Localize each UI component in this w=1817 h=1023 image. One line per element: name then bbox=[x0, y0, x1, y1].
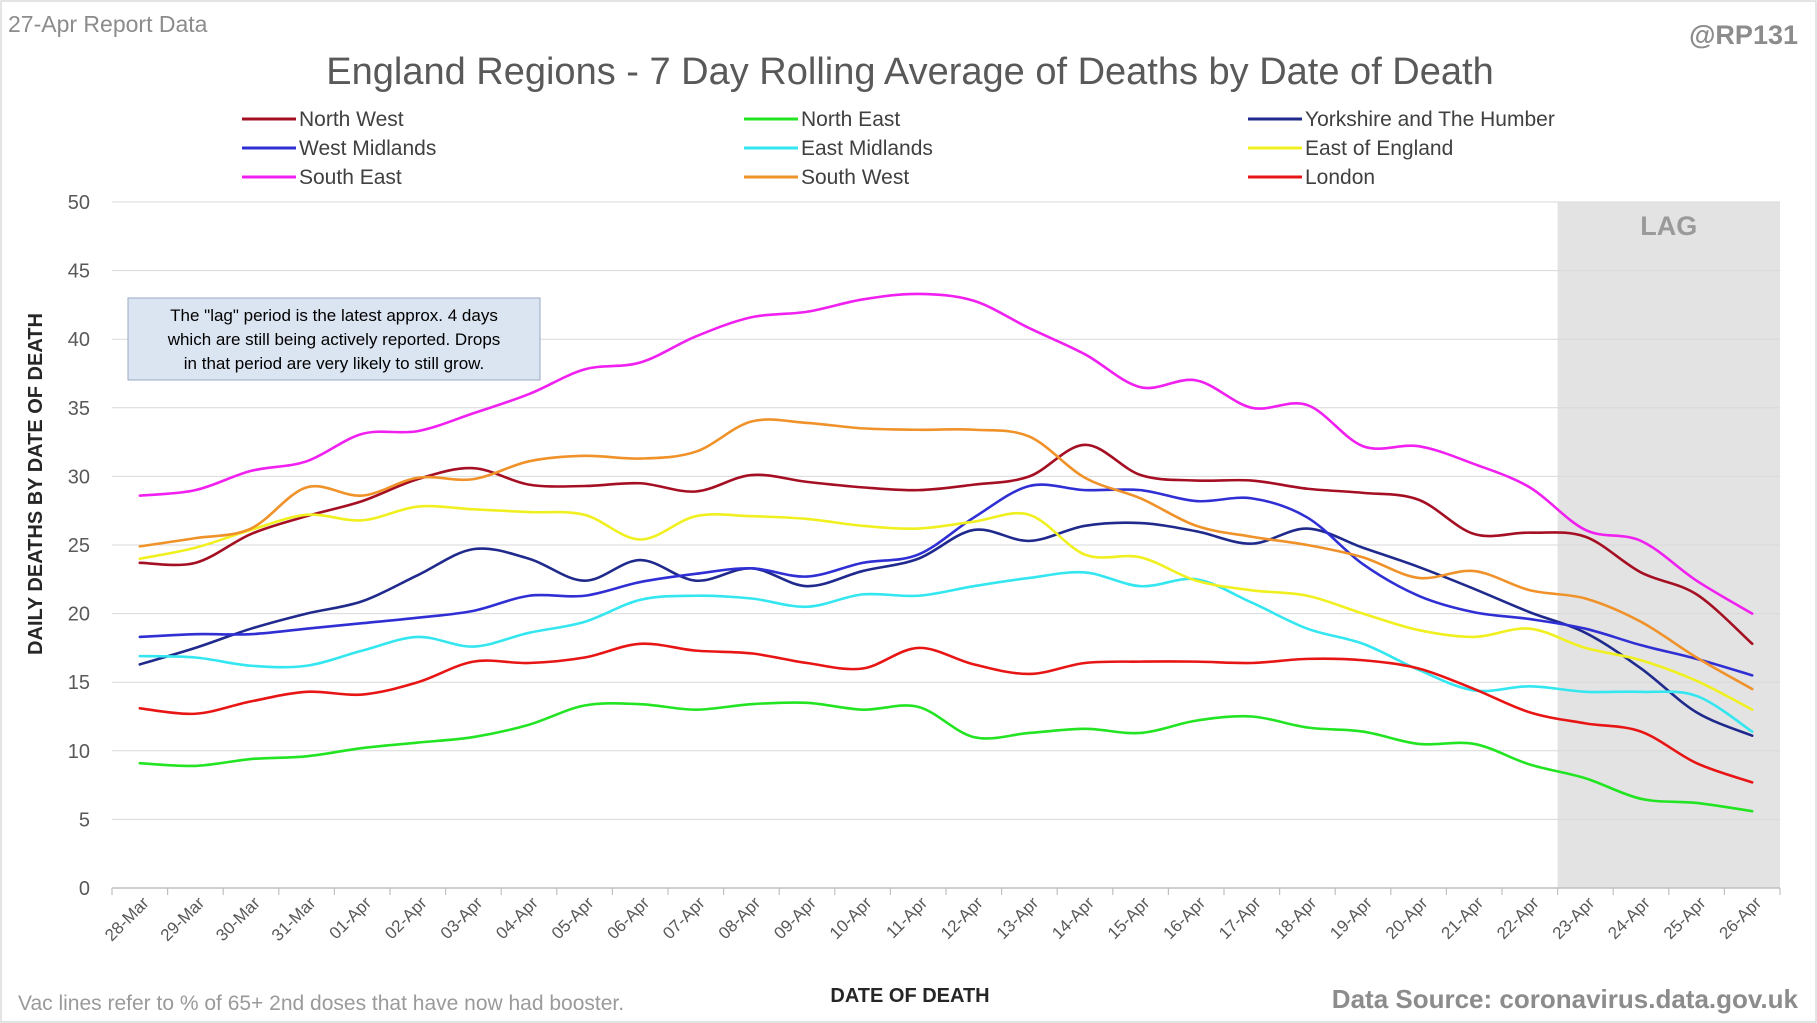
y-tick-label: 40 bbox=[68, 329, 90, 351]
y-tick-label: 0 bbox=[79, 878, 90, 900]
legend: North West North East Yorkshire and The Hu… bbox=[242, 108, 1555, 189]
data-source-label: Data Source: coronavirus.data.gov.uk bbox=[1332, 984, 1799, 1014]
report-date-label: 27-Apr Report Data bbox=[8, 11, 208, 37]
lag-label: LAG bbox=[1640, 211, 1697, 241]
annotation-box bbox=[127, 297, 541, 381]
x-axis-label: DATE OF DEATH bbox=[830, 985, 989, 1007]
series-line-east-midlands bbox=[138, 570, 1754, 733]
series-line-yorkshire-and-the-humber bbox=[138, 521, 1754, 738]
y-tick-label: 10 bbox=[68, 741, 90, 763]
legend-label: North East bbox=[801, 108, 900, 131]
y-tick-label: 25 bbox=[68, 535, 90, 557]
legend-label: East of England bbox=[1305, 137, 1453, 160]
series-line-london bbox=[138, 642, 1754, 784]
author-handle: @RP131 bbox=[1689, 20, 1798, 50]
legend-label: South East bbox=[299, 166, 402, 189]
annotation-line: which are still being actively reported.… bbox=[167, 330, 501, 349]
y-tick-label: 20 bbox=[68, 604, 90, 626]
y-tick-label: 45 bbox=[68, 261, 90, 283]
series-line-north-east bbox=[138, 701, 1754, 813]
annotation-line: The "lag" period is the latest approx. 4… bbox=[170, 306, 498, 325]
legend-label: South West bbox=[801, 166, 909, 189]
y-tick-label: 15 bbox=[68, 672, 90, 694]
series-line-north-west bbox=[138, 443, 1754, 646]
y-axis-label: DAILY DEATHS BY DATE OF DEATH bbox=[25, 313, 47, 655]
y-tick-label: 50 bbox=[68, 192, 90, 214]
chart-title: England Regions - 7 Day Rolling Average … bbox=[326, 51, 1493, 93]
legend-label: Yorkshire and The Humber bbox=[1305, 108, 1555, 131]
vaccine-note: Vac lines refer to % of 65+ 2nd doses th… bbox=[18, 992, 624, 1015]
series-lines bbox=[138, 292, 1754, 813]
y-tick-label: 5 bbox=[79, 809, 90, 831]
legend-label: East Midlands bbox=[801, 137, 933, 160]
lag-annotation: The "lag" period is the latest approx. 4… bbox=[127, 297, 541, 381]
series-line-south-west bbox=[138, 418, 1754, 691]
legend-label: London bbox=[1305, 166, 1375, 189]
series-line-west-midlands bbox=[138, 483, 1754, 677]
annotation-line: in that period are very likely to still … bbox=[184, 354, 484, 373]
legend-label: North West bbox=[299, 108, 404, 131]
series-line-south-east bbox=[138, 292, 1754, 615]
y-tick-label: 35 bbox=[68, 398, 90, 420]
y-tick-label: 30 bbox=[68, 466, 90, 488]
legend-label: West Midlands bbox=[299, 137, 436, 160]
series-line-east-of-england bbox=[138, 504, 1754, 711]
